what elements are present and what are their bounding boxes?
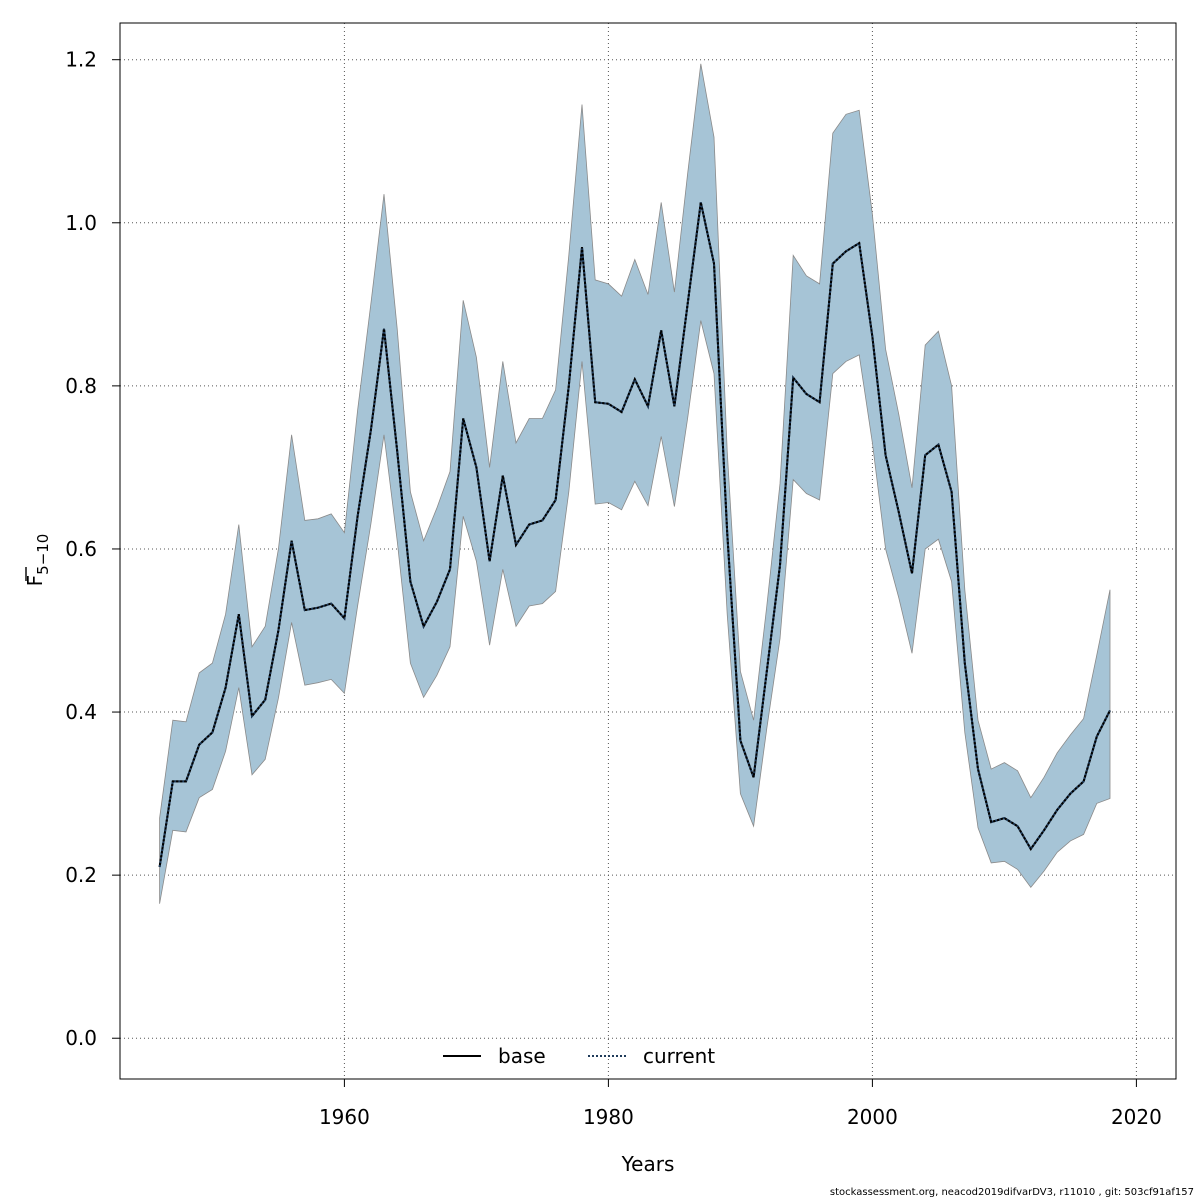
legend-current-label: current bbox=[643, 1044, 715, 1068]
svg-text:F5−10: F5−10 bbox=[23, 534, 52, 587]
y-tick-label: 0.4 bbox=[65, 700, 97, 724]
y-tick-label: 1.0 bbox=[65, 211, 97, 235]
legend: base current bbox=[443, 1044, 715, 1068]
y-axis-label-sub: 5−10 bbox=[34, 534, 52, 575]
confidence-band-area bbox=[159, 63, 1111, 904]
legend-base-label: base bbox=[498, 1044, 546, 1068]
series-lines bbox=[158, 202, 1111, 868]
y-axis-label-main: F bbox=[23, 575, 47, 587]
y-tick-label: 0.8 bbox=[65, 374, 97, 398]
y-axis-label: F5−10 bbox=[23, 534, 52, 587]
confidence-band bbox=[159, 63, 1111, 904]
y-tick-label: 0.0 bbox=[65, 1026, 97, 1050]
x-tick-label: 2020 bbox=[1111, 1105, 1162, 1129]
x-axis-label: Years bbox=[621, 1152, 675, 1176]
y-axis: 0.0 0.2 0.4 0.6 0.8 1.0 1.2 bbox=[65, 48, 120, 1050]
y-tick-label: 0.2 bbox=[65, 863, 97, 887]
y-tick-label: 1.2 bbox=[65, 48, 97, 72]
series-line-current-overlay bbox=[158, 202, 1111, 868]
footer-credit: stockassessment.org, neacod2019difvarDV3… bbox=[829, 1187, 1194, 1198]
x-tick-label: 1980 bbox=[583, 1105, 634, 1129]
x-axis: 1960 1980 2000 2020 bbox=[319, 1078, 1162, 1129]
x-tick-label: 2000 bbox=[847, 1105, 898, 1129]
y-tick-label: 0.6 bbox=[65, 537, 97, 561]
x-tick-label: 1960 bbox=[319, 1105, 370, 1129]
